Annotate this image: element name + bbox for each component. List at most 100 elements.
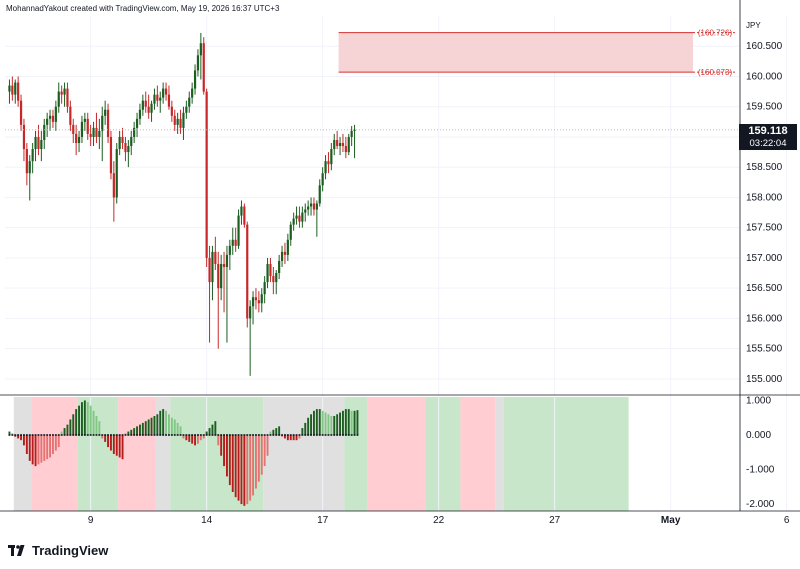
- candle-body: [141, 100, 144, 110]
- indicator-tick-label: -1.000: [746, 465, 775, 476]
- zone-upper-label: (160.726): [698, 29, 733, 38]
- price-tick-label: 157.500: [746, 223, 783, 234]
- candle-body: [304, 209, 307, 213]
- time-tick-label: 14: [201, 515, 213, 526]
- histogram-bar: [214, 421, 217, 435]
- histogram-bar: [194, 435, 196, 446]
- candle-body: [109, 136, 113, 174]
- histogram-bar: [75, 409, 78, 435]
- candle-body: [63, 88, 66, 95]
- candle-body: [130, 136, 133, 147]
- histogram-bar: [330, 416, 333, 435]
- histogram-bar: [89, 405, 92, 435]
- histogram-bar: [231, 435, 234, 492]
- histogram-bar: [191, 435, 194, 444]
- histogram-bar: [112, 435, 115, 454]
- candle-body: [309, 203, 313, 207]
- candle-body: [92, 127, 95, 137]
- time-tick-label: 22: [433, 515, 445, 526]
- candle-body: [86, 118, 89, 134]
- histogram-bar: [46, 435, 49, 460]
- histogram-bar: [301, 428, 304, 435]
- candle-body: [138, 109, 142, 119]
- histogram-bar: [307, 417, 310, 435]
- histogram-bar: [110, 435, 112, 451]
- candle-body: [251, 297, 255, 307]
- time-tick-label: 9: [88, 515, 94, 526]
- axes: 160.500160.000159.500159.000158.500158.0…: [0, 0, 800, 526]
- candle-body: [211, 251, 214, 283]
- histogram-bar: [34, 435, 37, 467]
- price-tick-label: 157.000: [746, 253, 783, 264]
- histogram-bar: [31, 435, 34, 465]
- histogram-bar: [205, 431, 208, 435]
- candle-body: [167, 94, 171, 107]
- histogram-bar: [81, 402, 83, 435]
- background-band-green: [503, 397, 629, 511]
- histogram-bar: [162, 409, 165, 435]
- candle-body: [237, 215, 240, 246]
- candle-body: [135, 118, 139, 128]
- candle-body: [188, 97, 191, 107]
- histogram-bar: [11, 433, 14, 435]
- candle-body: [283, 251, 287, 255]
- histogram-bar: [159, 410, 162, 435]
- histogram-bar: [342, 410, 344, 435]
- histogram-bar: [92, 410, 95, 435]
- last-price-badge: 159.118 03:22:04: [739, 124, 797, 150]
- histogram-bar: [54, 435, 57, 451]
- histogram-bar: [165, 410, 167, 435]
- price-tick-label: 160.000: [746, 71, 783, 82]
- candle-body: [101, 115, 104, 131]
- histogram-bar: [40, 435, 43, 463]
- histogram-bar: [144, 421, 147, 435]
- candle-body: [249, 306, 252, 319]
- candle-body: [266, 263, 269, 283]
- candle-body: [336, 139, 339, 147]
- candle-body: [106, 109, 110, 137]
- candle-body: [260, 294, 263, 304]
- time-tick-label: 17: [317, 515, 329, 526]
- histogram-bar: [98, 421, 101, 435]
- time-tick-label: 6: [784, 515, 790, 526]
- histogram-bar: [136, 426, 138, 435]
- histogram-bar: [185, 435, 188, 441]
- histogram-bar: [234, 435, 237, 498]
- candle-body: [347, 136, 350, 153]
- candle-body: [338, 143, 342, 147]
- histogram-bar: [246, 435, 249, 505]
- histogram-bar: [228, 435, 231, 486]
- histogram-bar: [226, 435, 228, 477]
- candle-body: [43, 124, 46, 140]
- candle-body: [295, 215, 298, 219]
- histogram-bar: [356, 410, 359, 435]
- candle-body: [208, 257, 211, 283]
- histogram-bar: [252, 435, 254, 496]
- histogram-bar: [150, 417, 153, 435]
- histogram-bar: [315, 409, 318, 435]
- zone-fill: [338, 32, 693, 73]
- candle-body: [254, 297, 258, 301]
- background-band-red: [460, 397, 496, 511]
- histogram-bar: [344, 409, 347, 435]
- candle-body: [196, 55, 200, 71]
- histogram-bar: [327, 414, 330, 435]
- candle-body: [83, 118, 86, 122]
- histogram-bar: [95, 416, 98, 435]
- price-tick-label: 158.500: [746, 162, 783, 173]
- histogram-bar: [284, 435, 286, 439]
- candle-body: [144, 100, 147, 107]
- histogram-bar: [17, 435, 20, 439]
- histogram-bar: [23, 435, 25, 446]
- candle-body: [69, 106, 72, 125]
- price-tick-label: 155.500: [746, 344, 783, 355]
- histogram-bar: [255, 435, 257, 489]
- candle-body: [353, 129, 356, 131]
- histogram-bar: [43, 435, 46, 461]
- histogram-bar: [63, 428, 66, 435]
- candle-body: [19, 100, 23, 125]
- histogram-bar: [173, 419, 176, 435]
- histogram-bar: [350, 410, 353, 435]
- candle-body: [350, 130, 353, 137]
